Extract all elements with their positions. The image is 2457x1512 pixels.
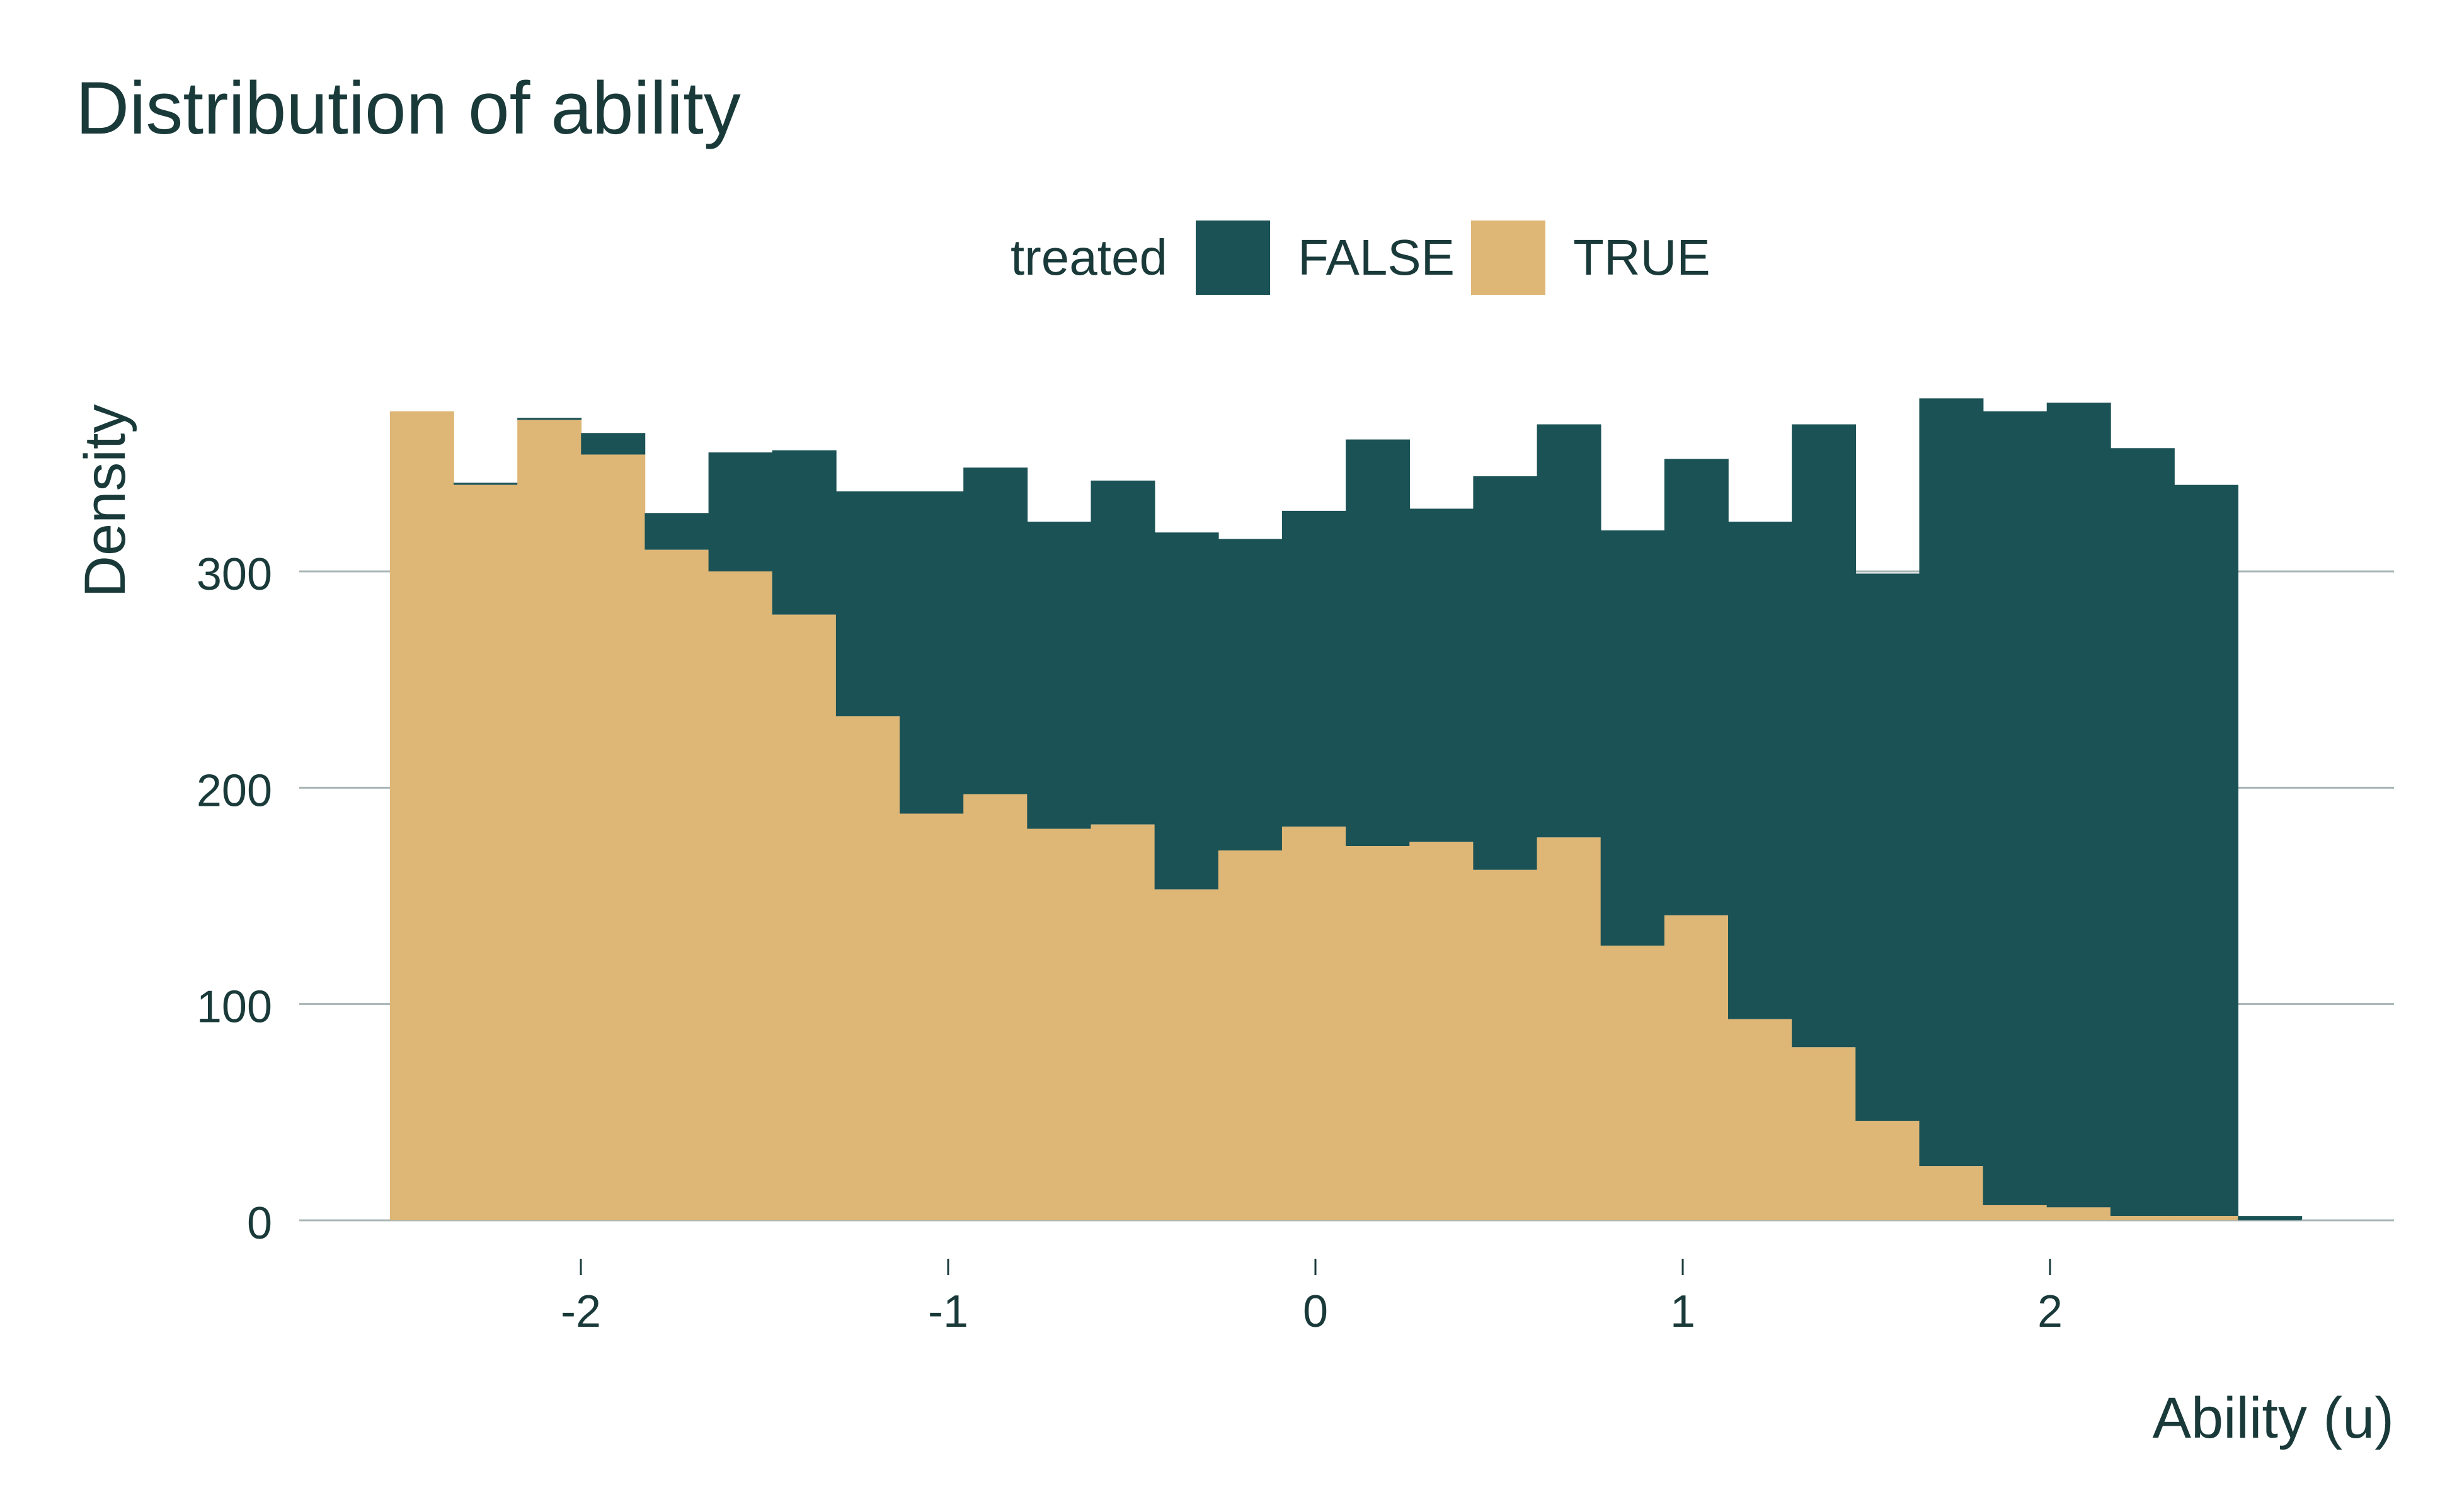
- bar-true-17: [1473, 869, 1538, 1220]
- bar-true-26: [2046, 1207, 2111, 1220]
- bar-true-19: [1600, 945, 1665, 1220]
- bar-true-12: [1154, 889, 1219, 1220]
- bar-true-20: [1664, 915, 1729, 1220]
- x-tick-label-2: 2: [2037, 1286, 2063, 1337]
- bar-true-4: [644, 549, 709, 1220]
- bar-false-14: [1281, 510, 1346, 827]
- bars: [389, 398, 2303, 1220]
- bar-true-9: [963, 794, 1028, 1220]
- legend-label-false: FALSE: [1298, 229, 1455, 285]
- bar-false-3: [581, 433, 646, 455]
- bar-false-29: [2238, 1216, 2303, 1220]
- bar-true-18: [1537, 837, 1601, 1220]
- bar-false-25: [1983, 411, 2048, 1205]
- x-tick-label-1: 1: [1670, 1286, 1695, 1337]
- bar-true-11: [1091, 824, 1155, 1220]
- bar-false-4: [644, 513, 709, 550]
- y-axis-label: Density: [73, 404, 137, 598]
- legend-swatch-true: [1471, 220, 1545, 295]
- legend: treated FALSE TRUE: [1011, 220, 1710, 295]
- bar-true-5: [708, 571, 773, 1220]
- bar-false-7: [835, 491, 900, 717]
- bar-false-22: [1792, 424, 1857, 1048]
- bar-false-19: [1600, 530, 1665, 946]
- bar-false-26: [2046, 403, 2111, 1208]
- bar-false-16: [1409, 508, 1474, 842]
- y-tick-label-0: 0: [247, 1198, 272, 1249]
- bar-false-18: [1537, 424, 1601, 838]
- bar-true-3: [581, 454, 646, 1220]
- bar-true-7: [835, 716, 900, 1220]
- bar-false-9: [963, 467, 1028, 794]
- bar-false-12: [1154, 532, 1219, 890]
- x-tick-label--2: -2: [561, 1286, 601, 1337]
- bar-false-28: [2174, 484, 2239, 1217]
- bar-true-14: [1281, 827, 1346, 1220]
- legend-swatch-false: [1196, 220, 1270, 295]
- bar-false-8: [900, 491, 964, 814]
- bar-false-5: [708, 452, 773, 571]
- bar-true-22: [1792, 1047, 1857, 1220]
- bar-false-24: [1919, 398, 1984, 1167]
- bar-true-28: [2174, 1216, 2239, 1220]
- bar-false-27: [2110, 448, 2175, 1217]
- bar-false-2: [517, 418, 582, 420]
- chart-title: Distribution of ability: [76, 67, 741, 150]
- bar-true-23: [1855, 1121, 1920, 1220]
- bar-true-6: [772, 614, 837, 1220]
- bar-true-21: [1728, 1019, 1792, 1220]
- legend-label-true: TRUE: [1573, 229, 1710, 285]
- x-axis-label: Ability (u): [2153, 1386, 2394, 1450]
- y-tick-label-200: 200: [197, 765, 272, 816]
- y-axis-ticks: 0 100 200 300: [197, 549, 272, 1249]
- x-axis-ticks: -2 -1 0 1 2: [561, 1259, 2063, 1337]
- bar-false-13: [1218, 539, 1283, 850]
- bar-true-15: [1346, 846, 1411, 1220]
- bar-true-24: [1919, 1166, 1984, 1220]
- bar-false-10: [1027, 522, 1092, 829]
- x-tick-label--1: -1: [928, 1286, 968, 1337]
- bar-true-8: [900, 813, 964, 1220]
- bar-false-11: [1091, 480, 1155, 825]
- legend-title: treated: [1011, 229, 1167, 285]
- bar-false-20: [1664, 459, 1729, 915]
- bar-false-21: [1728, 522, 1792, 1019]
- bar-true-25: [1983, 1205, 2048, 1220]
- y-tick-label-300: 300: [197, 549, 272, 600]
- bar-false-1: [453, 483, 518, 485]
- bar-false-17: [1473, 476, 1538, 870]
- bar-false-15: [1346, 439, 1411, 847]
- bar-true-27: [2110, 1216, 2175, 1220]
- x-tick-label-0: 0: [1303, 1286, 1328, 1337]
- bar-true-2: [517, 420, 582, 1220]
- bar-false-23: [1855, 573, 1920, 1121]
- bar-true-10: [1027, 828, 1092, 1220]
- y-tick-label-100: 100: [197, 982, 272, 1033]
- bar-false-6: [772, 450, 837, 615]
- bar-true-1: [453, 484, 518, 1220]
- bar-true-13: [1218, 850, 1283, 1220]
- bar-true-16: [1409, 842, 1474, 1220]
- bar-true-0: [389, 411, 454, 1220]
